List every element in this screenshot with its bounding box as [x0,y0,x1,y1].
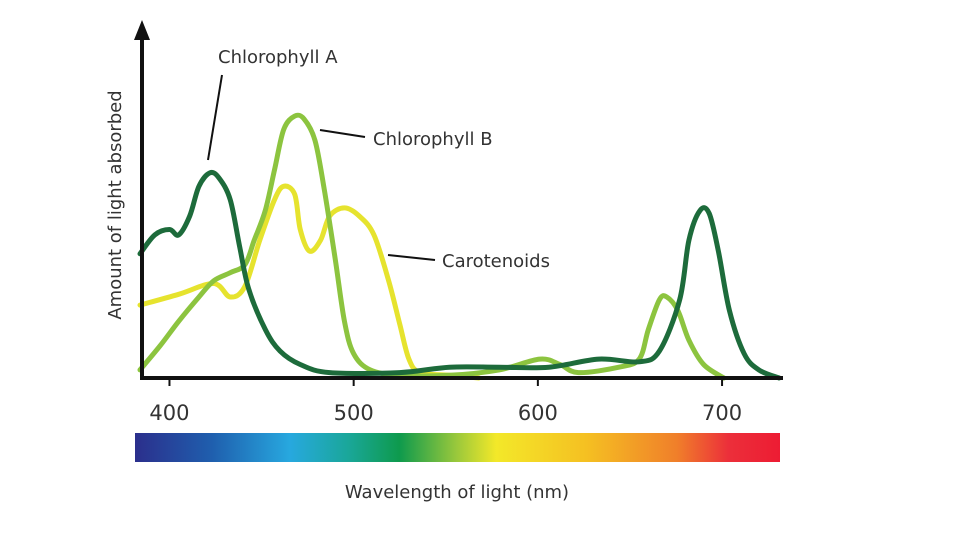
series-label: Carotenoids [442,251,550,272]
leader-line [319,129,366,138]
series-label: Chlorophyll B [373,129,493,150]
leader-line [207,74,223,161]
series-line [137,112,727,381]
y-axis-arrow [134,20,150,40]
y-axis-label: Amount of light absorbed [105,90,126,319]
series-label: Chlorophyll A [218,47,338,68]
x-tick-label: 700 [702,401,742,425]
x-axis-label: Wavelength of light (nm) [345,482,569,503]
series-line [137,183,482,381]
series-line [137,169,782,381]
x-tick-label: 600 [518,401,558,425]
spectrum-bar [135,433,780,462]
x-tick-label: 500 [334,401,374,425]
x-tick-label: 400 [149,401,189,425]
leader-line [387,254,436,261]
